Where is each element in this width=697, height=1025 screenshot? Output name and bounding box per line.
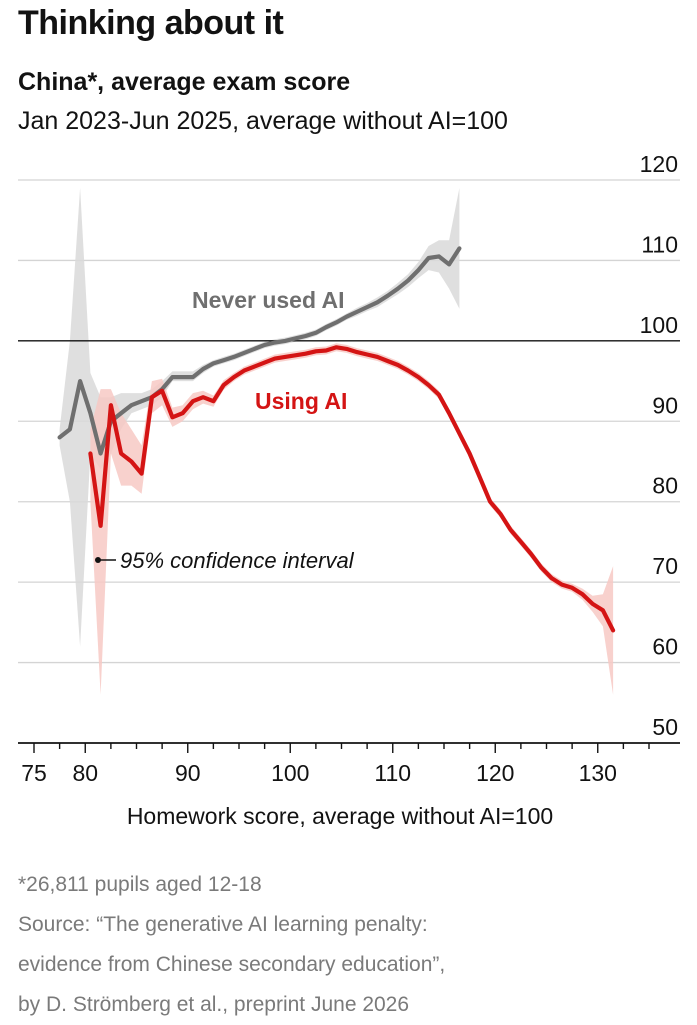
ci-annotation-group: 95% confidence interval (95, 548, 355, 573)
y-tick-label-100: 100 (640, 312, 678, 338)
chart-subtitle: Jan 2023-Jun 2025, average without AI=10… (18, 107, 508, 135)
x-tick-label-75: 75 (21, 760, 47, 786)
x-tick-label-130: 130 (579, 760, 617, 786)
x-tick-label-80: 80 (72, 760, 98, 786)
headline: Thinking about it (18, 4, 284, 42)
source-line-1: Source: “The generative AI learning pena… (18, 913, 428, 936)
y-tick-label-110: 110 (641, 231, 678, 257)
y-tick-label-70: 70 (652, 553, 678, 579)
label-using-ai: Using AI (255, 388, 347, 414)
series-lines (57, 246, 616, 633)
confidence-bands (59, 188, 614, 695)
y-tick-label-60: 60 (652, 634, 678, 660)
x-tick-label-110: 110 (374, 760, 411, 786)
series-labels: Never used AI Using AI (192, 287, 347, 414)
gridlines (18, 179, 680, 664)
ci-band-using-ai (90, 343, 614, 695)
axes: 50 60 70 80 90 100 110 120 75 80 90 100 110 120 130 (18, 151, 680, 786)
chart-title: China*, average exam score (18, 68, 351, 96)
x-tick-label-120: 120 (476, 760, 514, 786)
y-tick-label-80: 80 (652, 473, 678, 499)
source-line-2: evidence from Chinese secondary educatio… (18, 953, 446, 976)
footnote: *26,811 pupils aged 12-18 (18, 873, 262, 896)
label-never-used-ai: Never used AI (192, 287, 345, 313)
x-axis-label: Homework score, average without AI=100 (126, 803, 554, 829)
x-tick-label-100: 100 (271, 760, 309, 786)
line-chart: 50 60 70 80 90 100 110 120 75 80 90 100 110 120 130 Ne… (18, 151, 680, 786)
ci-annotation-text: 95% confidence interval (120, 548, 355, 573)
y-tick-label-90: 90 (652, 392, 678, 418)
ci-annotation-dot (95, 557, 101, 563)
y-tick-label-120: 120 (640, 151, 678, 177)
x-tick-label-90: 90 (175, 760, 201, 786)
source-line-3: by D. Strömberg et al., preprint June 20… (18, 993, 410, 1016)
y-tick-label-50: 50 (652, 714, 678, 740)
series-line-never-used-ai (57, 246, 462, 456)
series-line-using-ai (88, 345, 616, 633)
